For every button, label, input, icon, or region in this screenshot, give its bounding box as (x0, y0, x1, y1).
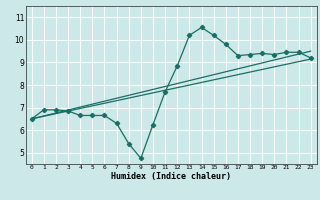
X-axis label: Humidex (Indice chaleur): Humidex (Indice chaleur) (111, 172, 231, 181)
